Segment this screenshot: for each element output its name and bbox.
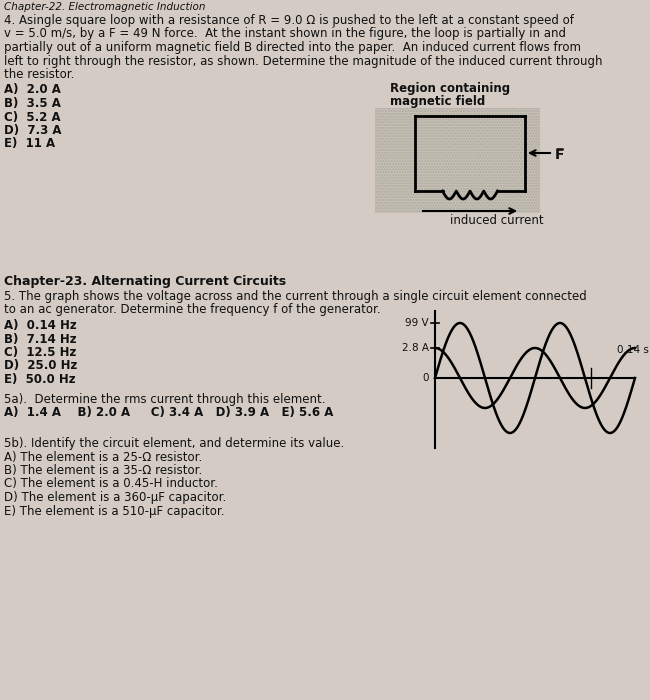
Text: Chapter-23. Alternating Current Circuits: Chapter-23. Alternating Current Circuits (4, 275, 286, 288)
Text: C)  5.2 A: C) 5.2 A (4, 111, 60, 123)
Text: B)  3.5 A: B) 3.5 A (4, 97, 61, 110)
Text: 5a).  Determine the rms current through this element.: 5a). Determine the rms current through t… (4, 393, 326, 405)
Text: C) The element is a 0.45-H inductor.: C) The element is a 0.45-H inductor. (4, 477, 218, 491)
Text: partially out of a uniform magnetic field B directed into the paper.  An induced: partially out of a uniform magnetic fiel… (4, 41, 581, 54)
Text: C)  12.5 Hz: C) 12.5 Hz (4, 346, 77, 359)
Text: 0.14 s: 0.14 s (617, 345, 649, 355)
Text: D) The element is a 360-μF capacitor.: D) The element is a 360-μF capacitor. (4, 491, 226, 504)
Text: 2.8 A: 2.8 A (402, 343, 429, 353)
Text: E)  50.0 Hz: E) 50.0 Hz (4, 373, 75, 386)
Text: 99 V: 99 V (406, 318, 429, 328)
Text: A)  0.14 Hz: A) 0.14 Hz (4, 319, 77, 332)
Text: E) The element is a 510-μF capacitor.: E) The element is a 510-μF capacitor. (4, 505, 224, 517)
Text: D)  7.3 A: D) 7.3 A (4, 124, 62, 137)
Text: B)  7.14 Hz: B) 7.14 Hz (4, 332, 77, 346)
Text: 5b). Identify the circuit element, and determine its value.: 5b). Identify the circuit element, and d… (4, 437, 344, 450)
Text: F̅: F̅ (555, 148, 564, 162)
Text: induced current: induced current (450, 214, 543, 227)
Text: the resistor.: the resistor. (4, 68, 74, 81)
Text: Chapter-22. Electromagnetic Induction: Chapter-22. Electromagnetic Induction (4, 2, 205, 12)
Text: magnetic field: magnetic field (390, 95, 486, 108)
Text: v = 5.0 m/s, by a F = 49 N force.  At the instant shown in the figure, the loop : v = 5.0 m/s, by a F = 49 N force. At the… (4, 27, 566, 41)
Text: A)  1.4 A    B) 2.0 A     C) 3.4 A   D) 3.9 A   E) 5.6 A: A) 1.4 A B) 2.0 A C) 3.4 A D) 3.9 A E) 5… (4, 406, 333, 419)
Text: Region containing: Region containing (390, 82, 510, 95)
Text: 0: 0 (422, 373, 429, 383)
Text: left to right through the resistor, as shown. Determine the magnitude of the ind: left to right through the resistor, as s… (4, 55, 603, 67)
Text: to an ac generator. Determine the frequency f of the generator.: to an ac generator. Determine the freque… (4, 304, 381, 316)
Text: B) The element is a 35-Ω resistor.: B) The element is a 35-Ω resistor. (4, 464, 202, 477)
Text: D)  25.0 Hz: D) 25.0 Hz (4, 360, 77, 372)
Text: 5. The graph shows the voltage across and the current through a single circuit e: 5. The graph shows the voltage across an… (4, 290, 587, 303)
Text: A) The element is a 25-Ω resistor.: A) The element is a 25-Ω resistor. (4, 451, 202, 463)
Bar (375, 108, 540, 213)
Text: 4. A​single square loop with a resistance of R = 9.0 Ω is pushed to the left at : 4. A​single square loop with a resistanc… (4, 14, 574, 27)
Text: A)  2.0 A: A) 2.0 A (4, 83, 61, 97)
Text: E)  11 A: E) 11 A (4, 137, 55, 150)
